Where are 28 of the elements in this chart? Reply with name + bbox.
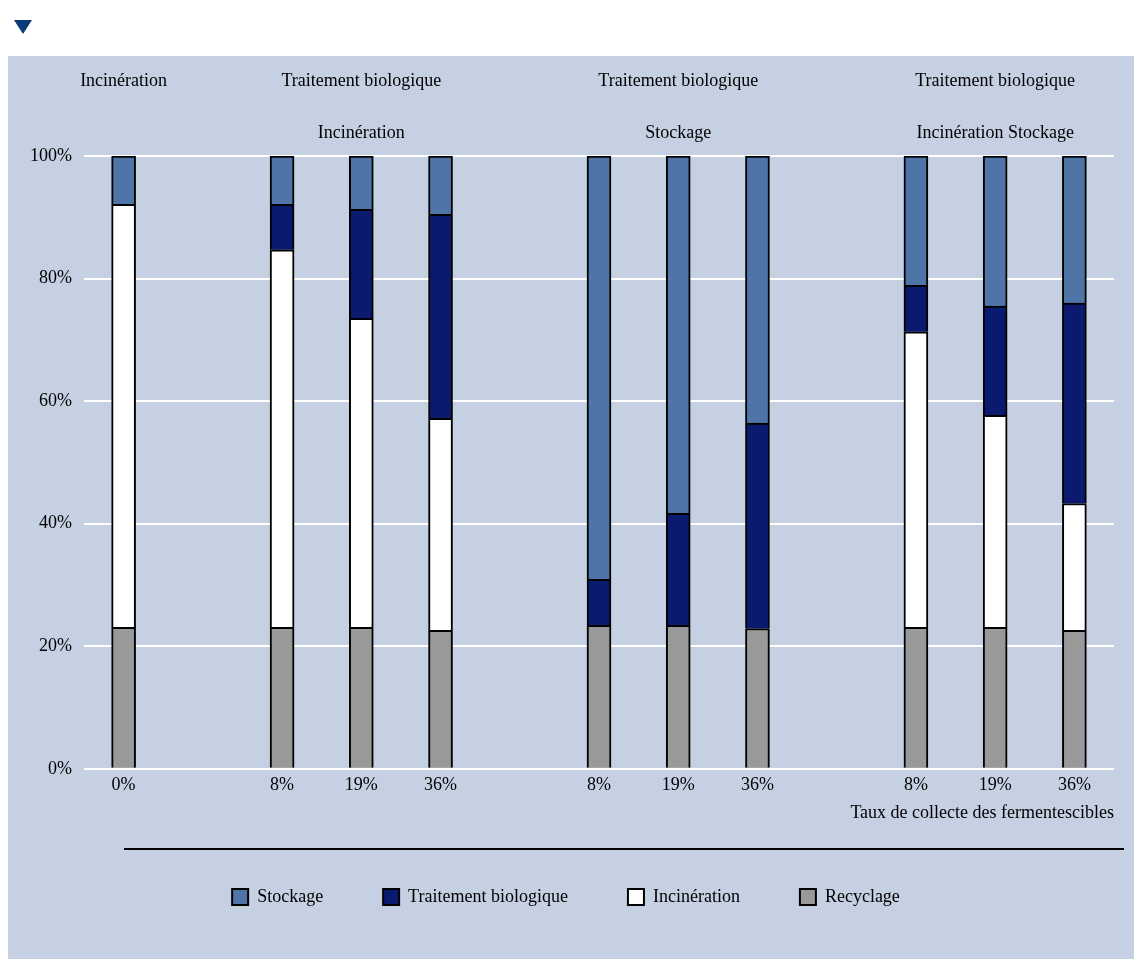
- y-tick-label: 80%: [38, 267, 72, 288]
- x-axis-title: Taux de collecte des fermentescibles: [850, 801, 1114, 822]
- text: Traitement biologique: [281, 70, 442, 90]
- y-tick-label: 40%: [38, 512, 72, 533]
- y-tick-label: 20%: [38, 634, 72, 655]
- text: Incinération: [317, 122, 405, 142]
- x-tick-label: 36%: [424, 774, 458, 795]
- legend-label: Incinération: [652, 885, 740, 906]
- text: Incinération Stockage: [916, 122, 1074, 142]
- text: Stockage: [645, 122, 712, 142]
- legend-label: Traitement biologique: [408, 885, 568, 906]
- text: Traitement biologique: [915, 70, 1076, 90]
- y-tick-label: 100%: [29, 144, 72, 165]
- text: Traitement biologique: [598, 70, 759, 90]
- x-tick-label: 19%: [978, 774, 1012, 795]
- x-tick-label: 0%: [111, 774, 136, 795]
- x-tick-label: 19%: [344, 774, 378, 795]
- y-tick-label: 0%: [47, 757, 72, 778]
- text: Incinération: [80, 70, 168, 90]
- x-tick-label: 19%: [661, 774, 695, 795]
- x-tick-label: 8%: [587, 774, 611, 795]
- y-tick-label: 60%: [38, 389, 72, 410]
- x-tick-label: 36%: [1057, 774, 1091, 795]
- legend-label: Stockage: [257, 885, 324, 906]
- x-tick-label: 8%: [903, 774, 928, 795]
- x-tick-label: 36%: [740, 774, 774, 795]
- legend-label: Recyclage: [824, 885, 900, 906]
- x-tick-label: 8%: [270, 774, 295, 795]
